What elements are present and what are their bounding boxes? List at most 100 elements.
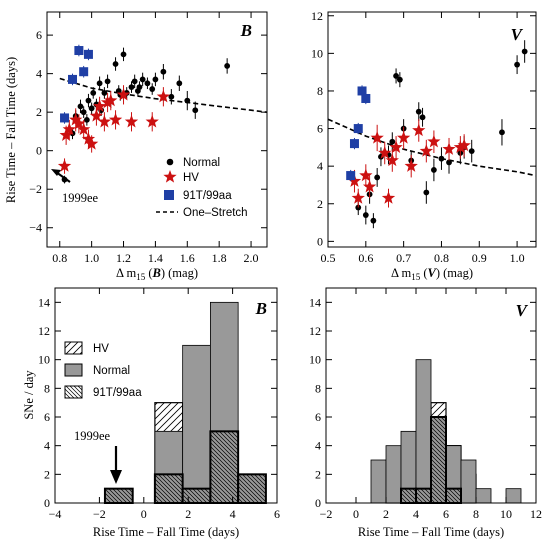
x-axis-title: Δ m15 (B) (mag) [116,266,198,282]
point-hv [92,99,107,113]
x-tick-label: 0.5 [321,251,336,265]
y-axis-title: Rise Time – Fall Time (days) [4,57,18,203]
point-normal [438,155,445,162]
point-hv [412,123,426,137]
x-tick-label: 1.2 [116,251,131,265]
point-hv [419,144,433,157]
point-hv [381,191,396,204]
hist-bar-91t99aa [209,430,240,505]
legend-label-hv: HV [183,172,199,184]
plot-frame [325,287,537,504]
x-axis-title: Rise Time – Fall Time (days) [93,525,239,539]
point-normal [389,138,396,145]
x-tick-label: 0.8 [434,251,449,265]
y-tick-label: 8 [317,84,323,98]
annotation-arrowhead-1999ee [110,470,122,484]
y-tick-label: 0 [44,496,50,510]
point-normal [468,148,475,155]
panel-label-v: V [511,25,524,44]
y-tick-label: 10 [311,46,323,60]
point-91t [74,46,84,56]
point-normal [112,61,119,67]
legend-swatch-hv [64,341,83,355]
y-tick-label: −4 [29,221,42,235]
x-tick-label: 2 [185,507,191,521]
y-axis-title: SNe / day [22,370,36,420]
point-hv [453,140,468,154]
point-normal [446,159,452,166]
x-tick-label: 0.7 [396,251,411,265]
legend-swatch-91t [64,385,83,399]
point-normal [396,76,403,83]
legend-marker-91t [164,190,174,200]
point-hv [108,112,123,126]
legend: HV Normal 91T/99aa [64,341,142,399]
point-normal [355,204,362,211]
legend-swatch-normal [64,363,83,377]
point-hv [442,142,456,155]
x-tick-label: 0.9 [472,251,487,265]
y-tick-label: 4 [317,159,323,173]
legend-label-91t: 91T/99aa [93,387,142,399]
x-tick-label: 8 [473,507,479,521]
point-hv [404,159,418,172]
histogram-panel-b: −4 −2 0 2 4 6 0 2 4 6 8 10 12 14 B SNe / day Rise Tim… [22,287,280,539]
hist-bar-normal [370,459,387,504]
x-tick-label: 4 [413,507,419,521]
point-normal [152,76,159,83]
plot-frame [327,11,537,248]
point-hv [104,93,118,107]
point-normal [521,48,528,55]
y-tick-label: 2 [44,467,50,481]
x-tick-label: −4 [49,507,62,521]
x-tick-label: −2 [93,507,106,521]
annotation-1999ee: 1999ee [62,191,99,205]
point-hv [69,112,83,126]
point-hv [156,89,171,103]
annotation-arrowhead-1999ee [51,169,61,176]
point-91t [83,49,93,59]
x-tick-label: 1.0 [84,251,99,265]
point-hv [81,132,96,145]
point-hv [362,179,377,193]
point-hv [378,146,392,159]
x-tick-label: 6 [274,507,280,521]
point-91t [349,139,359,149]
y-tick-label: 6 [36,28,42,42]
point-91t [353,124,363,134]
point-hv [116,87,131,101]
hist-bar-91t99aa [103,487,134,504]
legend-label-91t: 91T/99aa [183,190,232,202]
x-tick-label: 0.8 [52,251,67,265]
legend-marker-normal [166,158,174,166]
point-normal [144,80,151,87]
point-hv [77,122,91,136]
hist-bar-91t99aa [181,487,212,504]
point-normal [139,76,146,83]
point-normal [415,108,422,115]
point-normal [90,90,97,96]
hist-bar-91t99aa [153,473,184,505]
x-tick-label: 1.8 [212,251,227,265]
legend-label-hv: HV [93,343,109,355]
point-normal [192,107,199,114]
point-normal [176,80,183,87]
point-hv [359,168,373,182]
y-tick-label: −2 [29,182,42,196]
point-hv [59,128,73,141]
point-normal [77,103,84,110]
hist-bar-normal [460,459,477,504]
scatter-panel-b: 0.8 1.0 1.2 1.4 1.6 1.8 2.0 −4 −2 0 2 4 6 B Rise Tim… [4,11,268,282]
legend: Normal HV 91T/99aa One–Stretch [156,157,248,219]
point-normal [149,86,156,92]
y-tick-label: 6 [44,410,50,424]
panel-label-v: V [516,301,529,320]
x-tick-label: 1.6 [180,251,195,265]
y-tick-label: 0 [317,234,323,248]
point-hv [62,122,76,136]
x-tick-label: 1.0 [510,251,525,265]
x-tick-label: 6 [443,507,449,521]
x-tick-label: 10 [500,507,512,521]
point-91t [60,113,70,123]
